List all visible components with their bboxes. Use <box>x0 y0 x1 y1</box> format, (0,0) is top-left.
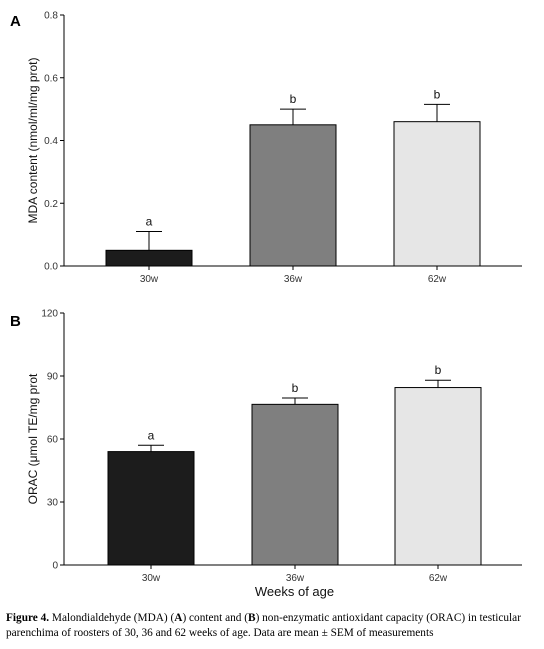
caption-panel-b: B <box>248 612 256 624</box>
panel-a-bar-30w <box>105 249 193 267</box>
panel-a-bar-62w <box>393 121 481 267</box>
caption-label: Figure 4. <box>6 612 50 624</box>
panel-a-y-tick-label: 0.8 <box>44 11 58 22</box>
panel-a-y-tick-label: 0.2 <box>44 199 58 210</box>
panel-b-y-axis-label: ORAC (μmol TE/mg prot <box>26 373 40 504</box>
figure: A 0.0 0.2 0.4 0.6 0.8 MDA content (nmol/ml/mg … <box>10 11 522 599</box>
panel-b-y-tick-label: 120 <box>41 309 58 320</box>
panel-b-x-tick-label: 30w <box>142 573 161 584</box>
panel-a-letter: A <box>10 13 21 30</box>
panel-a-x-tick-label: 36w <box>284 274 303 285</box>
panel-a-significance-label: b <box>290 92 297 106</box>
panel-b-bar-36w <box>251 403 339 566</box>
panel-b-y-tick-label: 90 <box>47 372 59 383</box>
panel-b-significance-label: a <box>148 428 155 442</box>
panel-b-significance-label: b <box>292 381 299 395</box>
panel-a-x-tick-label: 30w <box>140 274 159 285</box>
figure-caption: Figure 4. Malondialdehyde (MDA) (A) cont… <box>6 611 540 641</box>
panel-a-bar-36w <box>249 124 337 267</box>
panel-b-letter: B <box>10 313 21 330</box>
panel-a-y-tick-label: 0.6 <box>44 73 58 84</box>
panel-a-y-axis-label: MDA content (nmol/ml/mg prot) <box>26 57 40 223</box>
panel-b-y-tick-label: 30 <box>47 498 59 509</box>
panel-b-y-tick-label: 60 <box>47 435 59 446</box>
panel-a-significance-label: a <box>146 214 153 228</box>
panel-b-bar-62w <box>394 387 482 566</box>
caption-text-2: ) content and ( <box>182 612 249 624</box>
panel-b-x-tick-label: 36w <box>286 573 305 584</box>
panel-b-bar-30w <box>107 451 195 566</box>
panel-a-x-tick-label: 62w <box>428 274 447 285</box>
panel-b-x-axis-label: Weeks of age <box>255 584 334 599</box>
caption-panel-a: A <box>174 612 183 624</box>
panel-a-y-tick-label: 0.0 <box>44 262 58 273</box>
caption-text-1: Malondialdehyde (MDA) ( <box>49 612 175 624</box>
panel-b-significance-label: b <box>435 363 442 377</box>
panel-a-significance-label: b <box>434 87 441 101</box>
caption-text-3: ) non-enzymatic antioxidant capacity (OR… <box>6 612 521 639</box>
panel-a-y-tick-label: 0.4 <box>44 136 58 147</box>
panel-b-y-tick-label: 0 <box>52 561 58 572</box>
panel-b-x-tick-label: 62w <box>429 573 448 584</box>
